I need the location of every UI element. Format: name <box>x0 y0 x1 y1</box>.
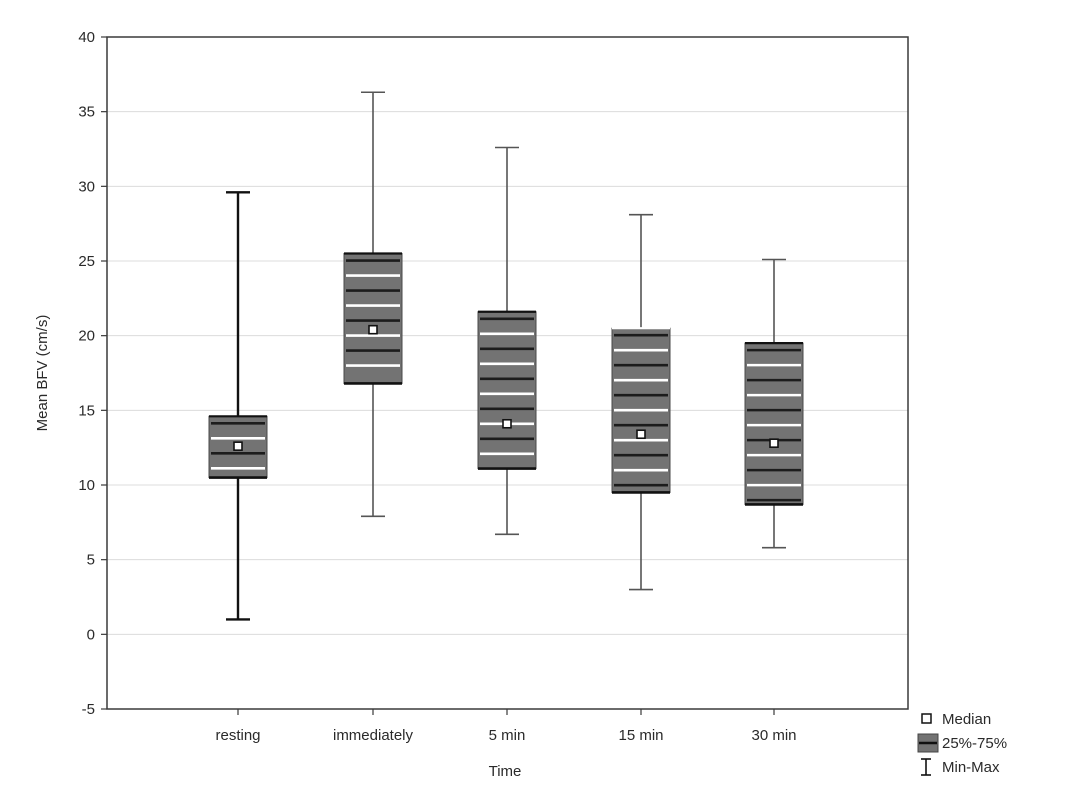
x-tick-label: 5 min <box>489 727 526 744</box>
x-axis-label: Time <box>489 763 522 780</box>
box-resting <box>208 191 268 621</box>
box-5-min <box>477 146 537 536</box>
iqr-box <box>477 311 537 470</box>
y-tick-label: 30 <box>78 178 95 195</box>
legend-label: Min-Max <box>942 759 1000 776</box>
legend-label: Median <box>942 711 991 728</box>
box-immediately <box>343 91 403 518</box>
box-30-min <box>744 258 804 549</box>
y-tick-label: 25 <box>78 253 95 270</box>
x-tick-label: 30 min <box>751 727 796 744</box>
legend: Median 25%-75% Min-Max <box>917 711 1007 776</box>
y-tick-label: 10 <box>78 477 95 494</box>
y-tick-label: 0 <box>87 626 95 643</box>
y-axis-label: Mean BFV (cm/s) <box>34 315 51 432</box>
legend-item-median: Median <box>921 711 991 728</box>
median-marker <box>636 429 646 440</box>
legend-median-symbol <box>921 713 932 724</box>
median-marker <box>368 324 378 335</box>
x-tick-label: 15 min <box>618 727 663 744</box>
box-series <box>208 91 804 621</box>
x-tick-label: resting <box>215 727 260 744</box>
y-tick-label: 40 <box>78 29 95 46</box>
median-marker <box>233 441 243 451</box>
median-marker <box>769 438 779 448</box>
y-tick-label: -5 <box>82 701 95 718</box>
y-tick-label: 20 <box>78 328 95 345</box>
y-tick-label: 5 <box>87 552 95 569</box>
iqr-box <box>343 253 403 384</box>
y-tick-label: 35 <box>78 104 95 121</box>
box-15-min <box>611 213 671 591</box>
legend-item-box: 25%-75% <box>917 733 1007 753</box>
x-axis-ticks: resting immediately 5 min 15 min 30 min <box>215 709 797 744</box>
y-axis-ticks: -5 0 5 10 15 20 25 30 35 40 <box>78 29 107 718</box>
median-marker <box>502 418 512 429</box>
y-tick-label: 15 <box>78 402 95 419</box>
legend-item-whisker: Min-Max <box>921 758 1000 776</box>
x-tick-label: immediately <box>333 727 414 744</box>
legend-label: 25%-75% <box>942 735 1007 752</box>
iqr-box <box>744 342 804 505</box>
